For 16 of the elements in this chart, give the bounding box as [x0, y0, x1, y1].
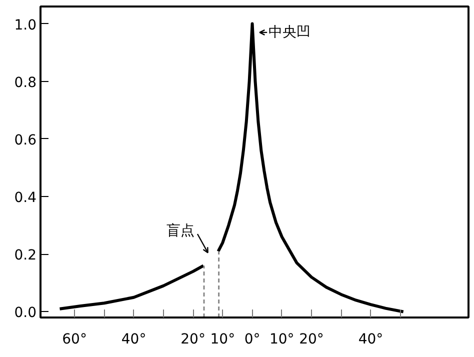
x-tick-label: 10°: [269, 332, 294, 348]
y-tick-label: 1.0: [14, 17, 36, 34]
x-tick-label: 40°: [121, 332, 146, 348]
y-tick-label: 0.4: [14, 190, 37, 206]
x-tick-label: 60°: [62, 332, 87, 348]
x-tick-label: 10°: [210, 332, 236, 348]
x-tick-label: 20°: [180, 332, 206, 348]
y-tick-label: 0.6: [14, 132, 37, 148]
y-tick-label: 0.0: [14, 305, 36, 322]
annotation: 盲点: [166, 222, 195, 240]
x-tick-label: 40°: [358, 332, 384, 348]
y-tick-label: 0.2: [14, 248, 36, 264]
y-tick-label: 0.8: [14, 74, 36, 91]
x-tick-label: 0°: [244, 332, 260, 348]
annotation: 中央凹: [268, 24, 311, 40]
x-tick-label: 20°: [299, 332, 324, 348]
